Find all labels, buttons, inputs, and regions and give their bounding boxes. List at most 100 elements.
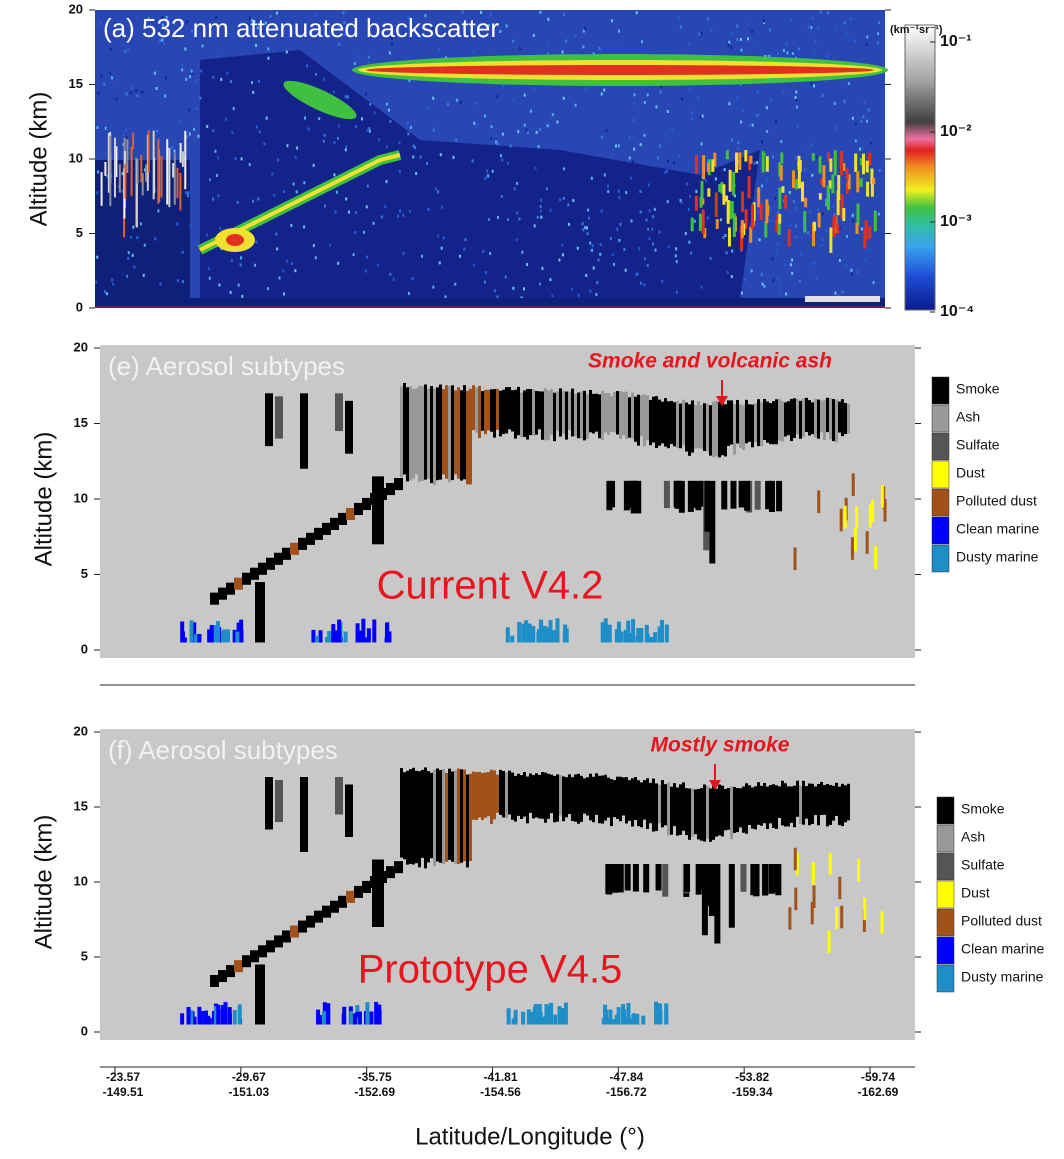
speckle bbox=[677, 16, 680, 20]
speckle bbox=[595, 293, 598, 297]
speckle bbox=[125, 128, 128, 132]
speckle bbox=[346, 23, 349, 27]
speckle bbox=[582, 45, 585, 49]
layer-column bbox=[751, 404, 754, 448]
speckle bbox=[472, 51, 475, 55]
layer-column bbox=[802, 398, 805, 437]
cloud-pixel bbox=[803, 211, 807, 233]
speckle bbox=[760, 272, 763, 276]
layer-column bbox=[335, 393, 343, 432]
speckle bbox=[695, 189, 698, 193]
cloud-pixel bbox=[711, 159, 715, 172]
speckle bbox=[784, 263, 787, 267]
speckle bbox=[189, 75, 192, 79]
diagonal-layer bbox=[290, 925, 299, 938]
layer-column bbox=[300, 777, 308, 852]
speckle bbox=[365, 292, 368, 296]
speckle bbox=[355, 210, 358, 214]
panel-title: (a) 532 nm attenuated backscatter bbox=[103, 13, 499, 43]
diagonal-layer bbox=[354, 502, 363, 516]
speckle bbox=[664, 170, 667, 174]
diagonal-layer bbox=[218, 970, 227, 983]
speckle bbox=[97, 91, 100, 95]
speckle bbox=[499, 154, 502, 158]
plume bbox=[255, 582, 265, 643]
speckle bbox=[744, 277, 747, 281]
speckle bbox=[559, 198, 562, 202]
speckle bbox=[338, 42, 341, 46]
speckle bbox=[461, 10, 464, 14]
speckle bbox=[229, 80, 232, 84]
layer-column bbox=[661, 780, 664, 828]
marine-pixel bbox=[192, 622, 197, 643]
layer-column bbox=[817, 784, 820, 826]
cloud-pixel bbox=[740, 220, 744, 239]
cirrus-layer-pixel bbox=[695, 480, 702, 511]
cirrus-layer-pixel bbox=[625, 480, 632, 508]
speckle bbox=[822, 238, 825, 242]
layer-column bbox=[643, 780, 646, 820]
cloud-pixel bbox=[744, 209, 748, 229]
speckle bbox=[333, 140, 336, 144]
speckle bbox=[427, 208, 430, 212]
speckle bbox=[547, 52, 550, 56]
legend-label: Smoke bbox=[956, 381, 1000, 397]
speckle bbox=[458, 254, 461, 258]
speckle bbox=[304, 116, 307, 120]
speckle bbox=[740, 48, 743, 52]
plume bbox=[372, 859, 384, 927]
legend-label: Clean marine bbox=[961, 941, 1044, 957]
speckle bbox=[726, 270, 729, 274]
cloud-pixel bbox=[847, 174, 851, 190]
speckle bbox=[723, 168, 726, 172]
speckle bbox=[599, 243, 602, 247]
marine-pixel bbox=[517, 621, 522, 643]
layer-column bbox=[724, 788, 727, 831]
layer-column bbox=[520, 392, 523, 438]
marine-pixel bbox=[616, 1007, 621, 1025]
speckle bbox=[679, 198, 682, 202]
speckle bbox=[180, 20, 183, 24]
speckle bbox=[255, 43, 258, 47]
speckle bbox=[533, 224, 536, 228]
marine-pixel bbox=[232, 1009, 237, 1025]
dust-pixel bbox=[839, 508, 843, 532]
surface bbox=[95, 298, 885, 308]
speckle bbox=[372, 221, 375, 225]
cloud-streak bbox=[172, 163, 175, 178]
speckle bbox=[385, 180, 388, 184]
speckle bbox=[646, 264, 649, 268]
layer-column bbox=[460, 769, 463, 863]
speckle bbox=[600, 135, 603, 139]
layer-column bbox=[760, 785, 763, 826]
layer-column bbox=[718, 784, 721, 836]
speckle bbox=[181, 280, 184, 284]
dust-pixel bbox=[850, 537, 854, 560]
layer-column bbox=[481, 391, 484, 431]
speckle bbox=[628, 135, 631, 139]
speckle bbox=[812, 261, 815, 265]
speckle bbox=[851, 272, 854, 276]
speckle bbox=[603, 88, 606, 92]
marine-pixel bbox=[531, 626, 536, 643]
layer-column bbox=[487, 389, 490, 431]
marine-pixel bbox=[331, 624, 336, 643]
speckle bbox=[739, 37, 742, 41]
speckle bbox=[756, 211, 759, 215]
cloud-streak bbox=[135, 160, 138, 228]
cloud-pixel bbox=[827, 193, 831, 210]
dust-pixel bbox=[855, 506, 859, 529]
speckle bbox=[627, 158, 630, 162]
speckle bbox=[230, 259, 233, 263]
layer-column bbox=[667, 782, 670, 836]
speckle bbox=[651, 227, 654, 231]
speckle bbox=[218, 283, 221, 287]
speckle bbox=[296, 282, 299, 286]
diagonal-layer bbox=[354, 885, 363, 898]
speckle bbox=[722, 236, 725, 240]
diagonal-layer bbox=[290, 542, 299, 555]
cloud-pixel bbox=[699, 196, 703, 208]
marine-pixel bbox=[606, 625, 611, 643]
speckle bbox=[408, 79, 411, 83]
